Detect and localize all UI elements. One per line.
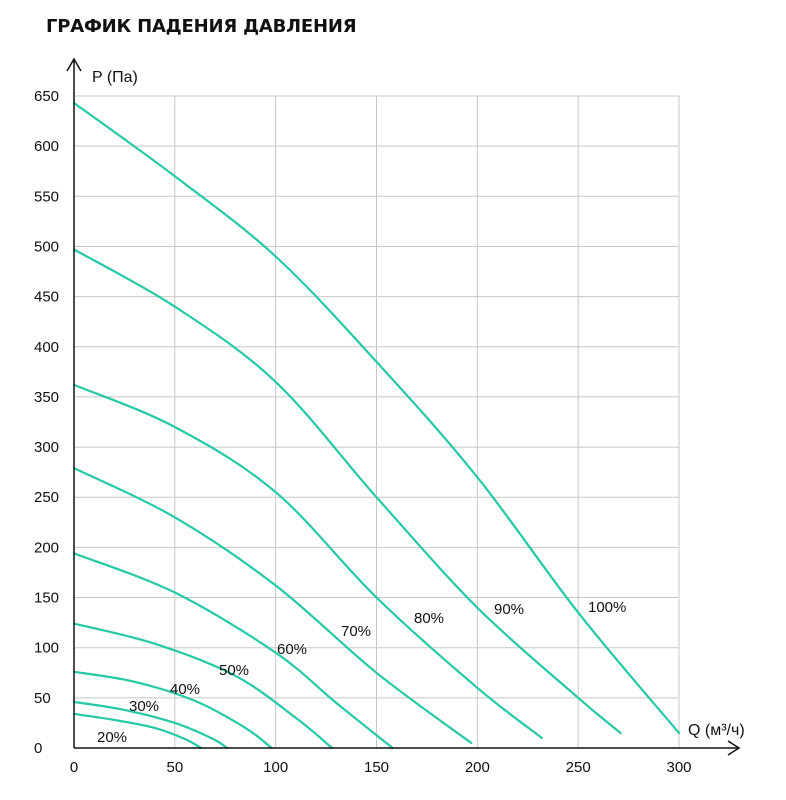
y-tick-label: 250 bbox=[34, 489, 59, 506]
y-tick-label: 600 bbox=[34, 138, 59, 155]
curve-50-percent bbox=[72, 622, 334, 750]
y-tick-label: 0 bbox=[34, 740, 42, 757]
y-tick-label: 550 bbox=[34, 188, 59, 205]
y-tick-label: 450 bbox=[34, 289, 59, 306]
curve-20-percent bbox=[72, 712, 203, 750]
curve-labels: 20%30% 40% 50% 60% 70% 80% 90% 100% bbox=[97, 599, 626, 746]
curve-label-30-percent: 30% bbox=[129, 698, 159, 715]
curve-label-80-percent: 80% bbox=[414, 610, 444, 627]
curve-label-50-percent: 50% bbox=[219, 662, 249, 679]
curve-70-percent bbox=[72, 467, 473, 745]
y-tick-label: 400 bbox=[34, 339, 59, 356]
x-tick-label: 300 bbox=[666, 759, 691, 776]
y-tick-label: 50 bbox=[34, 690, 51, 707]
curve-80-percent bbox=[72, 383, 543, 740]
y-axis-label: P (Па) bbox=[92, 69, 138, 86]
curve-label-100-percent: 100% bbox=[588, 599, 626, 616]
curve-40-percent bbox=[72, 670, 273, 750]
curve-label-60-percent: 60% bbox=[277, 641, 307, 658]
curve-label-70-percent: 70% bbox=[341, 623, 371, 640]
y-tick-label: 150 bbox=[34, 590, 59, 607]
x-tick-label: 250 bbox=[566, 759, 591, 776]
y-tick-label: 500 bbox=[34, 238, 59, 255]
axes bbox=[66, 57, 741, 756]
curves bbox=[72, 101, 681, 750]
y-axis-arrow bbox=[66, 57, 82, 72]
x-tick-label: 100 bbox=[263, 759, 288, 776]
curve-30-percent bbox=[72, 700, 229, 750]
y-tick-label: 200 bbox=[34, 539, 59, 556]
x-axis-arrow bbox=[727, 740, 741, 756]
y-tick-label: 300 bbox=[34, 439, 59, 456]
x-tick-label: 150 bbox=[364, 759, 389, 776]
curve-label-40-percent: 40% bbox=[170, 681, 200, 698]
y-tick-label: 100 bbox=[34, 640, 59, 657]
x-axis-label: Q (м³/ч) bbox=[688, 722, 745, 739]
x-tick-label: 0 bbox=[70, 759, 78, 776]
curve-label-20-percent: 20% bbox=[97, 729, 127, 746]
chart-title: ГРАФИК ПАДЕНИЯ ДАВЛЕНИЯ bbox=[46, 16, 357, 37]
curve-100-percent bbox=[72, 101, 681, 735]
curve-90-percent bbox=[72, 248, 622, 735]
x-tick-label: 50 bbox=[166, 759, 183, 776]
tick-labels: 0 50 100 150 200 250 300 0 50 100 150 200 250 300 350 4… bbox=[34, 88, 692, 776]
y-tick-label: 350 bbox=[34, 389, 59, 406]
curve-label-90-percent: 90% bbox=[494, 601, 524, 618]
y-tick-label: 650 bbox=[34, 88, 59, 105]
curve-60-percent bbox=[72, 552, 394, 750]
x-tick-label: 200 bbox=[465, 759, 490, 776]
